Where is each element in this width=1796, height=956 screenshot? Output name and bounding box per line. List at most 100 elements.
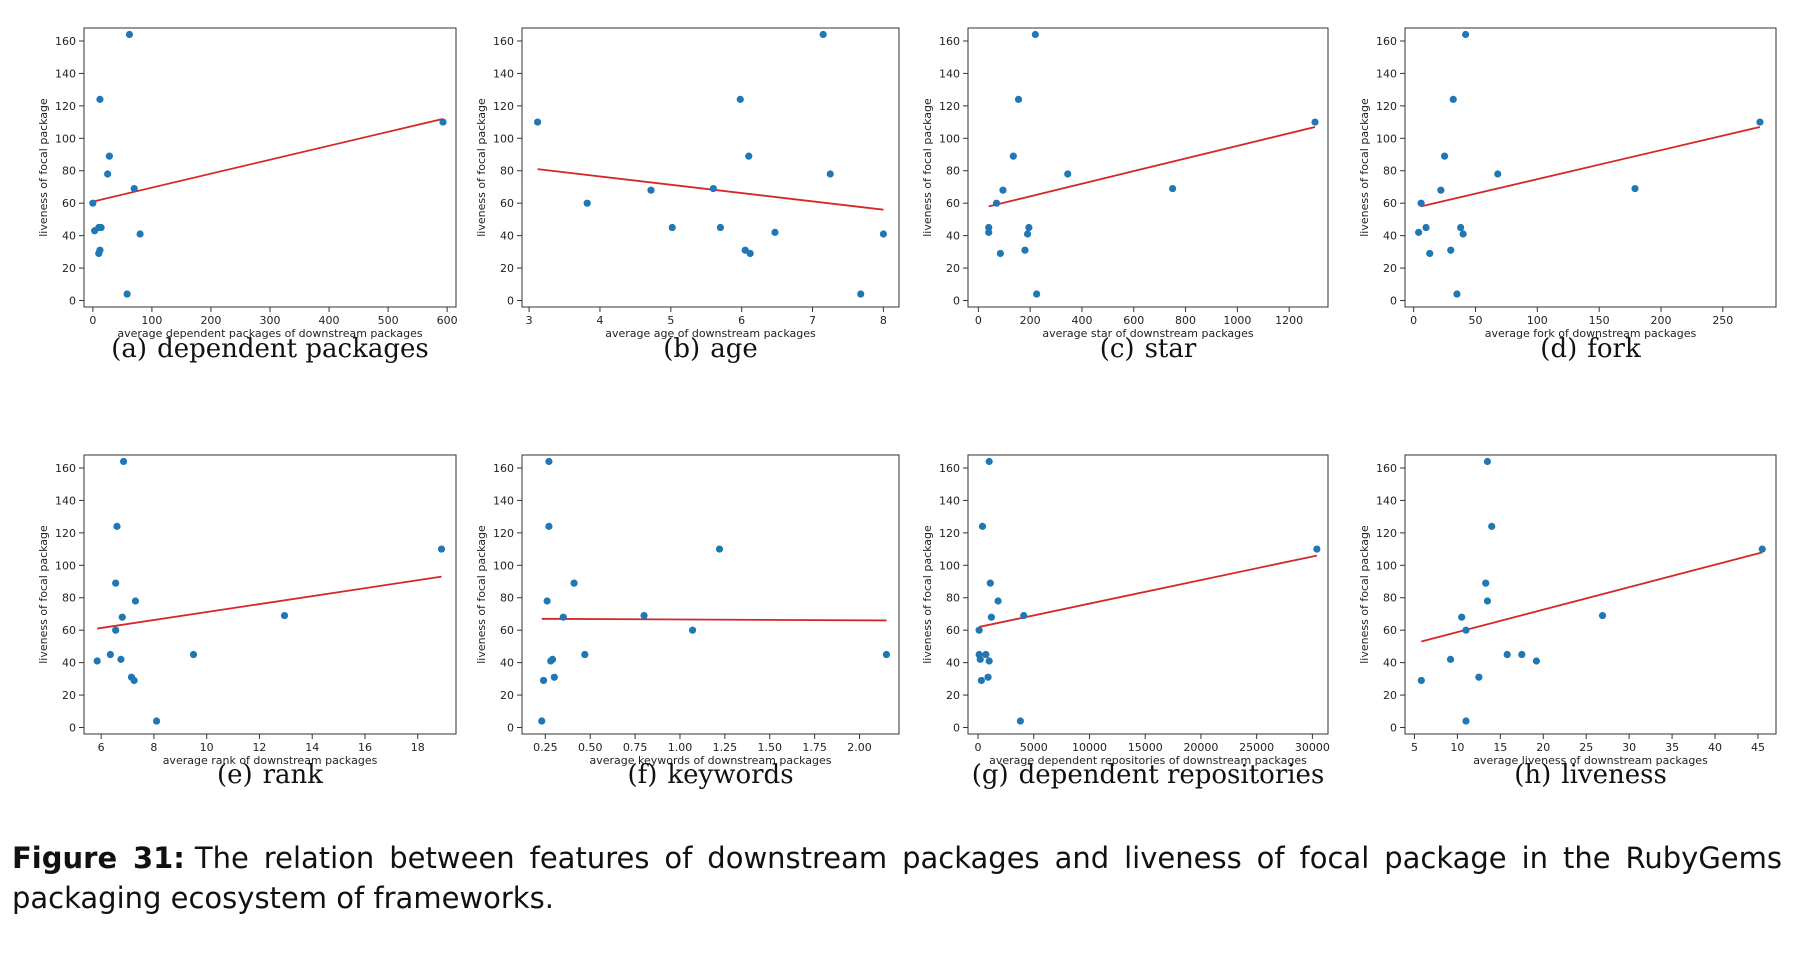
y-tick-label: 100: [493, 559, 514, 572]
y-tick-label: 160: [1376, 35, 1397, 48]
subfigure-caption-f: (f) keywords: [627, 760, 793, 790]
y-tick-label: 20: [62, 262, 76, 275]
chart-g: 0 5000 10000 15000 20000 25000 30000 0 20 40 60 80 1…: [921, 454, 1330, 767]
data-point: [559, 613, 567, 621]
x-tick-label: 25000: [1239, 741, 1274, 754]
data-point: [1453, 290, 1461, 298]
data-point: [1598, 611, 1607, 620]
data-point: [1447, 246, 1455, 254]
y-tick-label: 40: [62, 657, 76, 670]
y-tick-label: 80: [62, 592, 76, 605]
subfigure-label: (h): [1514, 760, 1552, 790]
data-point: [709, 184, 717, 193]
y-tick-label: 120: [939, 527, 960, 540]
data-point: [982, 650, 990, 659]
data-point: [668, 223, 676, 232]
data-point: [977, 676, 985, 685]
data-point: [97, 223, 105, 232]
y-tick-label: 160: [939, 35, 960, 48]
data-point: [1033, 290, 1041, 298]
y-tick-label: 140: [493, 494, 514, 507]
data-point: [1446, 655, 1455, 663]
x-tick-label: 400: [319, 314, 340, 327]
data-point: [113, 522, 121, 530]
x-axis-label: average dependent packages of downstream…: [117, 327, 422, 340]
y-tick-label: 40: [946, 230, 960, 243]
subfigure-label: (g): [971, 760, 1009, 790]
regression-line: [92, 117, 444, 203]
x-tick-label: 40: [1708, 741, 1722, 754]
chart-panel-e: 6 8 10 12 14 16 18 0 20 40 60 80 100 120 140 160 average…: [37, 454, 457, 767]
data-point: [1031, 30, 1039, 39]
x-tick-label: 2.00: [847, 741, 872, 754]
data-point: [1532, 657, 1540, 665]
y-tick-label: 40: [500, 657, 514, 670]
x-tick-label: 35: [1665, 741, 1679, 754]
regression-line: [988, 126, 1316, 208]
x-tick-label: 1.25: [713, 741, 738, 754]
plot-frame: [521, 454, 900, 735]
data-point: [538, 717, 546, 725]
data-point: [131, 597, 140, 605]
y-tick-label: 40: [946, 657, 960, 670]
x-tick-label: 1.50: [757, 741, 782, 754]
x-tick-label: 10: [1450, 741, 1464, 754]
subfigure-label: (f): [627, 760, 658, 790]
chart-f: 0.25 0.50 0.75 1.00 1.25 1.50 1.75 2.00 0 20 40 60 8…: [475, 454, 900, 767]
subfigure-title: liveness: [1561, 760, 1667, 790]
x-tick-label: 25: [1579, 741, 1593, 754]
data-point: [984, 673, 992, 681]
x-tick-label: 800: [1175, 314, 1196, 327]
subfigure-title: keywords: [667, 760, 794, 790]
y-tick-label: 160: [55, 462, 76, 475]
y-tick-label: 100: [55, 132, 76, 145]
data-point: [1461, 30, 1470, 39]
x-tick-label: 15: [1493, 741, 1507, 754]
x-tick-label: 5: [1411, 741, 1418, 754]
y-tick-label: 100: [939, 559, 960, 572]
data-point: [976, 655, 984, 663]
y-tick-label: 80: [946, 165, 960, 178]
y-tick-label: 40: [1383, 230, 1397, 243]
x-tick-label: 4: [596, 314, 603, 327]
plot-frame: [1404, 27, 1777, 308]
data-point: [1009, 152, 1017, 160]
x-tick-label: 5: [667, 314, 674, 327]
x-tick-label: 400: [1071, 314, 1092, 327]
x-axis-label: average age of downstream packages: [605, 327, 816, 340]
data-point: [118, 613, 126, 621]
y-tick-label: 0: [953, 295, 960, 308]
y-tick-label: 120: [493, 527, 514, 540]
data-point: [1016, 717, 1024, 725]
y-tick-label: 140: [939, 494, 960, 507]
data-point: [123, 290, 131, 298]
data-point: [1758, 545, 1766, 553]
plot-frame: [967, 27, 1329, 308]
y-tick-label: 0: [1390, 722, 1397, 735]
subfigure-caption-h: (h) liveness: [1514, 760, 1667, 790]
data-point: [1462, 626, 1470, 634]
data-point: [745, 152, 753, 160]
y-tick-label: 120: [1376, 527, 1397, 540]
y-tick-label: 20: [62, 689, 76, 702]
y-tick-label: 0: [507, 295, 514, 308]
data-point: [640, 611, 648, 620]
y-tick-label: 20: [946, 262, 960, 275]
x-tick-label: 0: [975, 314, 982, 327]
data-point: [879, 230, 888, 238]
x-axis-label: average rank of downstream packages: [163, 754, 378, 767]
subfigure-caption-e: (e) rank: [217, 760, 323, 790]
x-tick-label: 1200: [1275, 314, 1303, 327]
data-point: [1023, 230, 1032, 238]
y-axis-label: liveness of focal package: [475, 525, 488, 664]
data-point: [1482, 579, 1490, 587]
x-tick-label: 500: [378, 314, 399, 327]
data-point: [152, 717, 161, 725]
y-tick-label: 20: [500, 689, 514, 702]
data-point: [95, 249, 103, 258]
plot-frame: [1404, 454, 1777, 735]
x-tick-label: 0: [1410, 314, 1417, 327]
subfigure-title: dependent repositories: [1018, 760, 1325, 790]
y-tick-label: 140: [55, 67, 76, 80]
data-point: [1494, 170, 1502, 178]
